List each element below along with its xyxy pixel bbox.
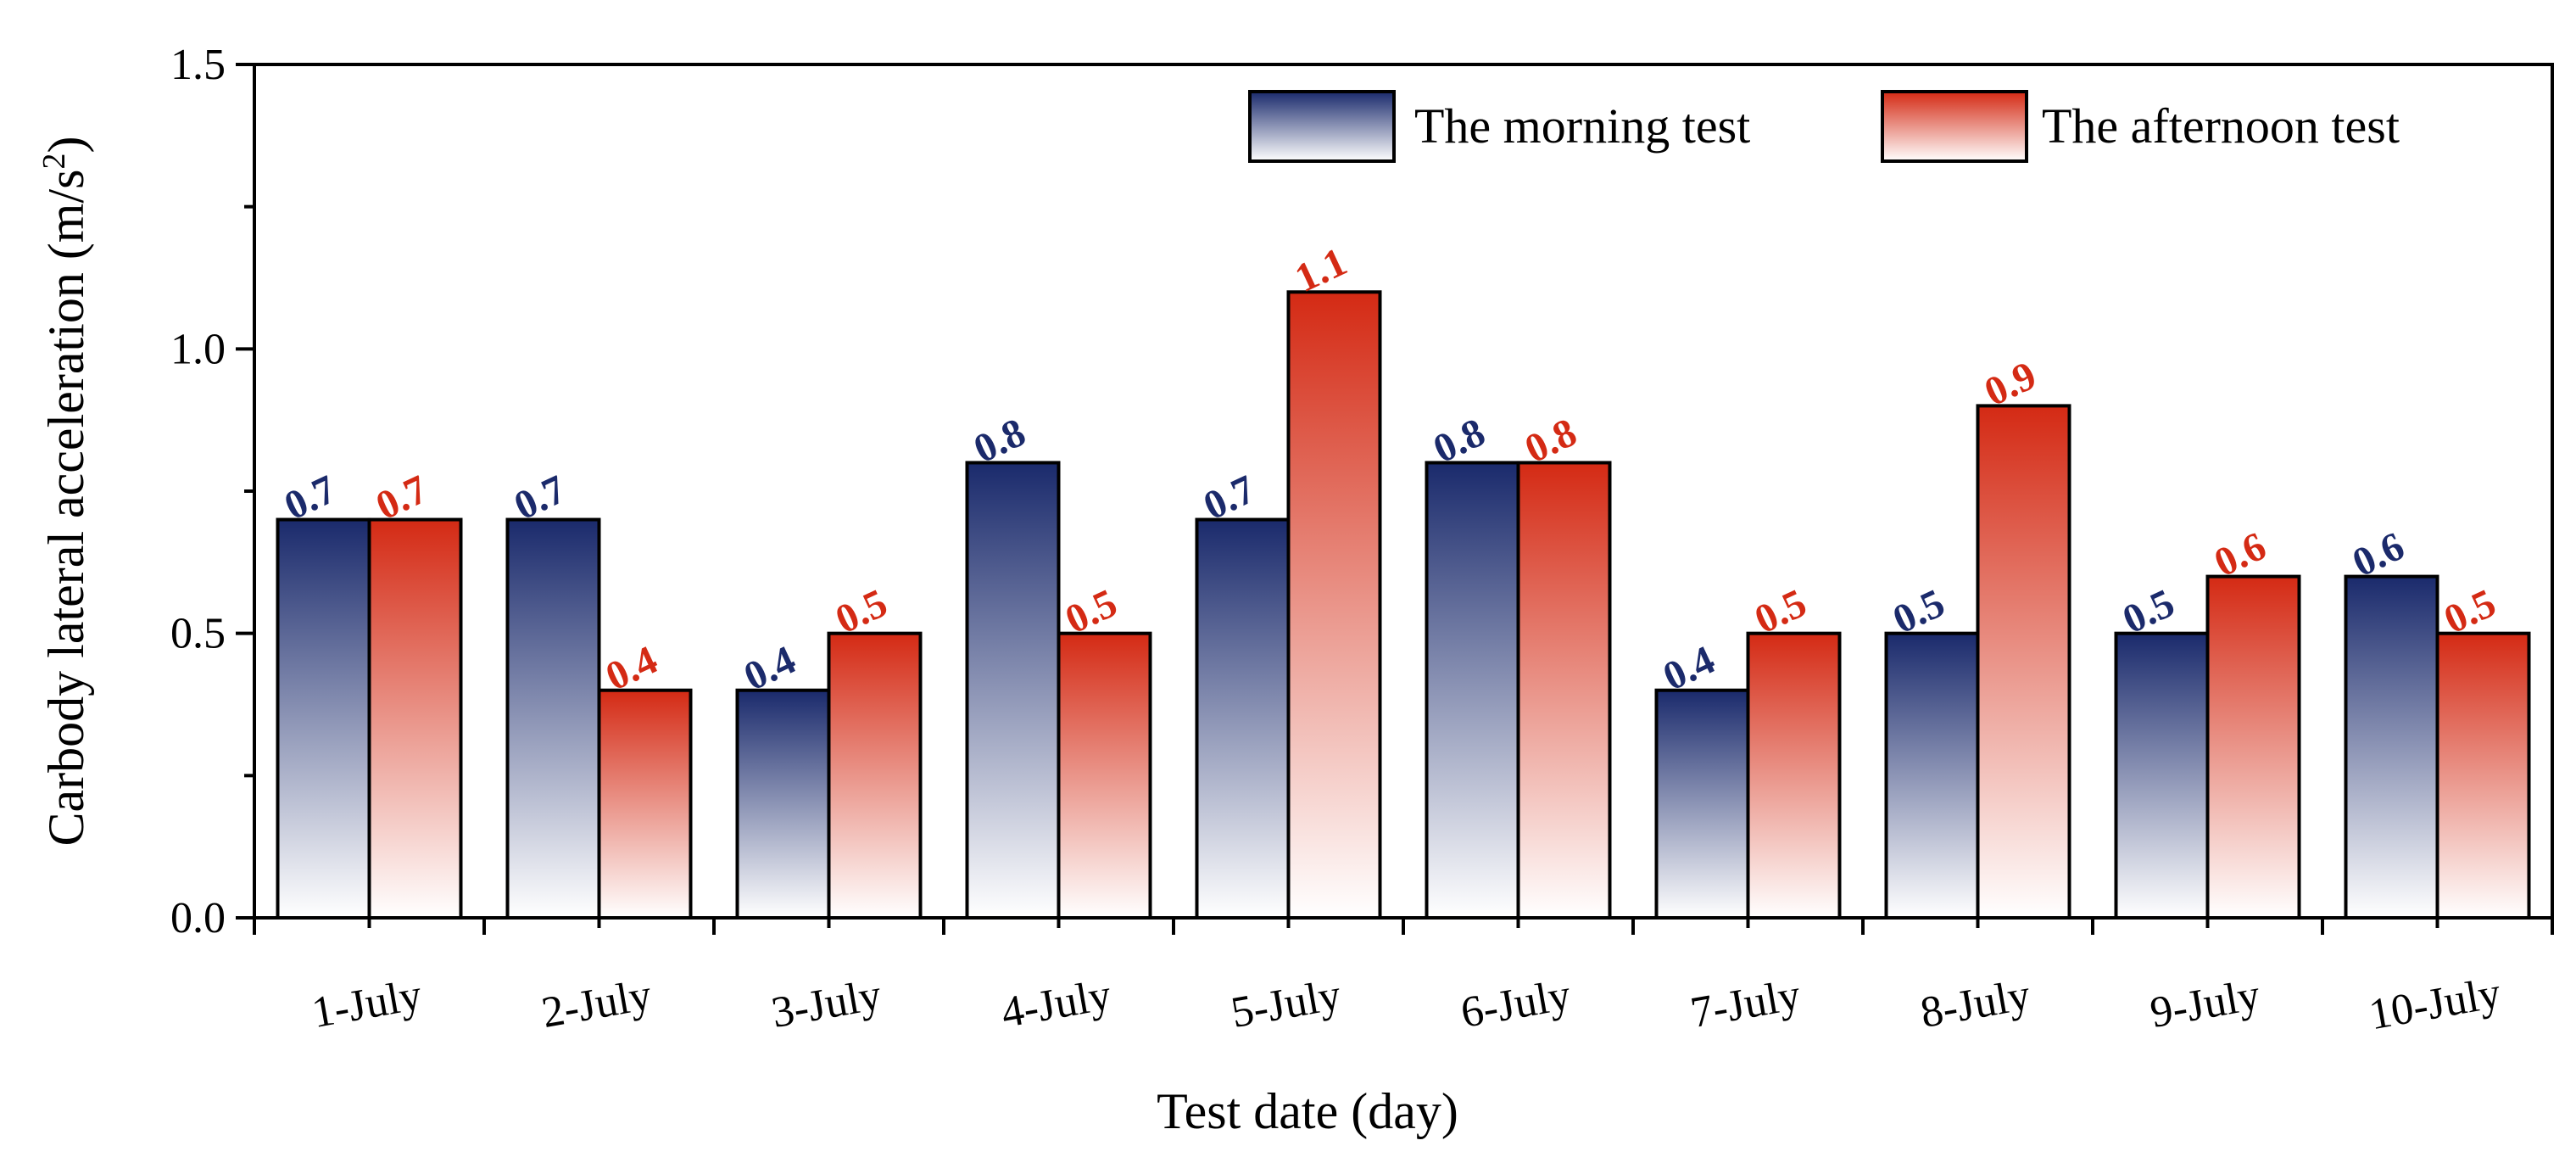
bar-morning-2-July bbox=[505, 517, 601, 920]
x-tick-label: 8-July bbox=[1917, 970, 2034, 1037]
bar-afternoon-2-July bbox=[597, 688, 693, 920]
legend-swatch-afternoon bbox=[1881, 90, 2028, 163]
x-tick-label: 3-July bbox=[768, 970, 885, 1037]
bar-morning-9-July bbox=[2114, 631, 2210, 920]
bar-morning-1-July bbox=[276, 517, 371, 920]
legend-swatch-morning bbox=[1248, 90, 1396, 163]
bar-afternoon-3-July bbox=[827, 631, 923, 920]
legend-label-afternoon: The afternoon test bbox=[2042, 98, 2400, 154]
bars-group bbox=[276, 290, 2531, 920]
x-tick-label: 4-July bbox=[998, 970, 1115, 1037]
y-axis-title: Carbody lateral acceleration (m/s2) bbox=[36, 137, 94, 847]
bar-afternoon-4-July bbox=[1057, 631, 1152, 920]
bar-morning-4-July bbox=[965, 461, 1061, 920]
y-axis-title-main: Carbody lateral acceleration (m/s bbox=[38, 170, 94, 847]
bar-afternoon-10-July bbox=[2435, 631, 2531, 920]
x-tick-label: 7-July bbox=[1687, 970, 1804, 1037]
bar-morning-10-July bbox=[2344, 574, 2439, 920]
y-tick-label: 1.0 bbox=[170, 325, 226, 373]
x-tick-label: 10-July bbox=[2366, 969, 2505, 1039]
bar-afternoon-6-July bbox=[1516, 461, 1612, 920]
legend: The morning test The afternoon test bbox=[1248, 90, 2400, 163]
y-tick-label: 1.5 bbox=[170, 41, 226, 89]
y-tick-label: 0.0 bbox=[170, 894, 226, 942]
x-axis: 1-July 2-July 3-July 4-July 5-July 6-July 7-Ju… bbox=[253, 918, 2554, 1039]
x-axis-title: Test date (day) bbox=[1157, 1083, 1458, 1139]
bar-afternoon-9-July bbox=[2205, 574, 2301, 920]
x-tick-label: 1-July bbox=[309, 970, 426, 1037]
bar-afternoon-1-July bbox=[367, 517, 463, 920]
y-axis: 0.0 0.5 1.0 1.5 bbox=[170, 41, 254, 942]
y-axis-title-close: ) bbox=[38, 137, 94, 154]
x-tick-label: 6-July bbox=[1458, 970, 1575, 1037]
bar-morning-8-July bbox=[1884, 631, 1980, 920]
y-axis-title-superscript: 2 bbox=[36, 154, 72, 170]
bar-morning-5-July bbox=[1195, 517, 1291, 920]
bar-morning-3-July bbox=[735, 688, 831, 920]
bar-morning-6-July bbox=[1425, 461, 1520, 920]
y-tick-label: 0.5 bbox=[170, 610, 226, 658]
bar-afternoon-5-July bbox=[1286, 290, 1382, 920]
bar-morning-7-July bbox=[1654, 688, 1750, 920]
x-tick-label: 5-July bbox=[1228, 970, 1345, 1037]
bar-afternoon-7-July bbox=[1746, 631, 1842, 920]
x-tick-label: 9-July bbox=[2147, 970, 2264, 1037]
x-tick-label: 2-July bbox=[538, 970, 655, 1037]
data-labels-group: 0.7 0.7 0.70.4 0.40.50.80.50.71.10.8 0.80.40… bbox=[277, 239, 2502, 700]
legend-label-morning: The morning test bbox=[1414, 98, 1750, 154]
bar-afternoon-8-July bbox=[1976, 404, 2071, 920]
